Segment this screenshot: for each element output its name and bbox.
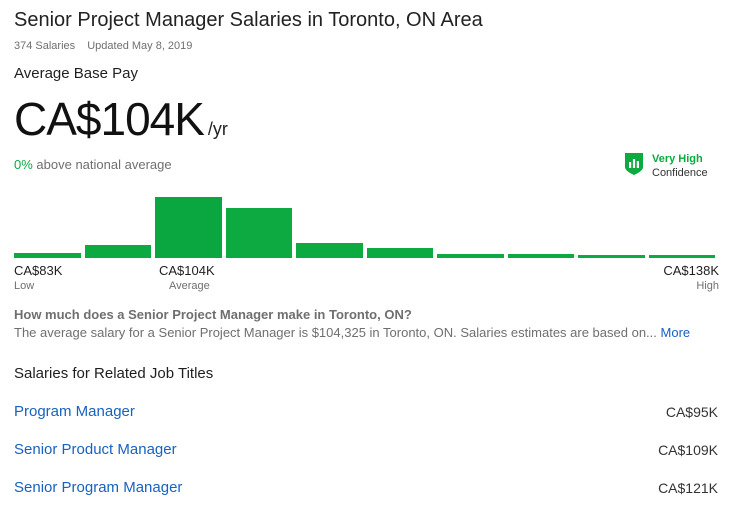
- related-job-link[interactable]: Senior Product Manager: [14, 441, 177, 458]
- histogram-bar: [437, 254, 504, 258]
- updated-date: Updated May 8, 2019: [87, 40, 193, 52]
- histogram-bar: [648, 255, 715, 258]
- more-link[interactable]: More: [660, 325, 691, 340]
- faq-answer-text: The average salary for a Senior Project …: [14, 325, 657, 340]
- confidence-level: Very High: [652, 153, 703, 165]
- salary-histogram: [14, 190, 719, 258]
- national-percent: 0%: [14, 157, 33, 172]
- salaries-count: 374 Salaries: [14, 40, 76, 52]
- related-job-salary: CA$121K: [658, 480, 718, 496]
- histogram-bar: [155, 197, 222, 258]
- histogram-bar: [296, 243, 363, 258]
- average-label: Average: [169, 280, 210, 292]
- low-label: Low: [14, 280, 35, 292]
- related-job-salary: CA$95K: [665, 404, 718, 420]
- histogram-bar: [14, 253, 81, 258]
- faq-answer: The average salary for a Senior Project …: [14, 325, 690, 340]
- histogram-bar: [84, 245, 151, 258]
- national-text: above national average: [36, 157, 172, 172]
- bar-chart-shield-icon: [625, 153, 643, 175]
- confidence-label: Confidence: [652, 167, 708, 179]
- national-comparison: 0% above national average: [14, 157, 172, 172]
- average-pay: CA$104K/yr: [14, 92, 228, 146]
- histogram-bar: [225, 208, 292, 258]
- related-titles-heading: Salaries for Related Job Titles: [14, 365, 214, 382]
- high-label: High: [696, 280, 719, 292]
- low-value: CA$83K: [14, 263, 63, 278]
- histogram-bar: [507, 254, 574, 258]
- average-value: CA$104K: [159, 263, 215, 278]
- related-job-link[interactable]: Program Manager: [14, 403, 135, 420]
- high-value: CA$138K: [663, 263, 719, 278]
- average-pay-value: CA$104K: [14, 93, 205, 145]
- page-title: Senior Project Manager Salaries in Toron…: [14, 9, 483, 31]
- average-base-pay-label: Average Base Pay: [14, 65, 138, 82]
- pay-unit: /yr: [207, 119, 228, 139]
- related-job-link[interactable]: Senior Program Manager: [14, 479, 183, 496]
- faq-question: How much does a Senior Project Manager m…: [14, 307, 412, 322]
- histogram-bar: [366, 248, 433, 258]
- related-job-salary: CA$109K: [658, 442, 718, 458]
- salary-meta: 374 Salaries Updated May 8, 2019: [14, 40, 192, 52]
- histogram-bar: [578, 255, 645, 258]
